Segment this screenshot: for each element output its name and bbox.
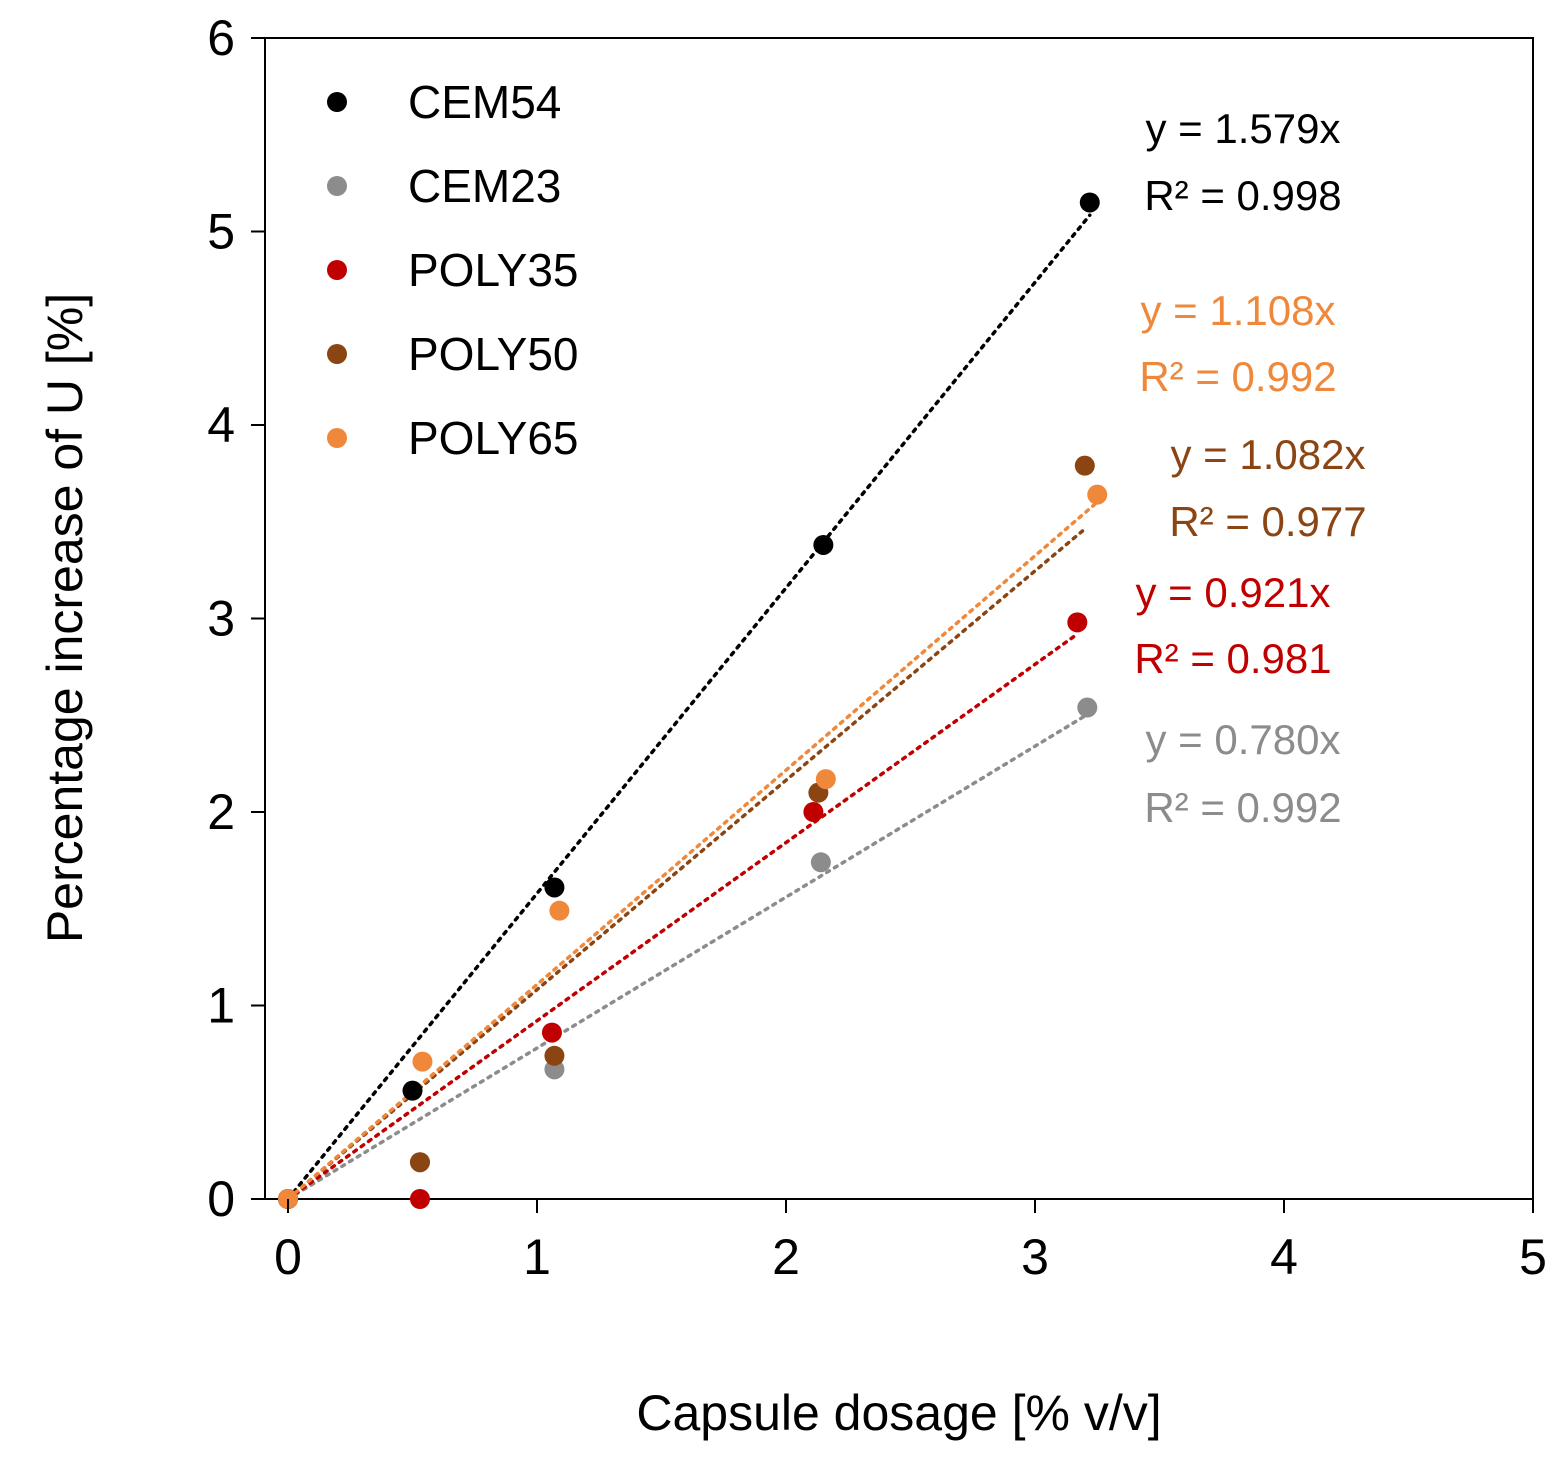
trendlines: [286, 213, 1099, 1201]
x-tick-label: 2: [772, 1229, 800, 1285]
data-point-poly35: [409, 1189, 430, 1209]
data-point-poly50: [1074, 455, 1095, 476]
data-point-poly50: [409, 1152, 430, 1173]
legend-label-poly50: POLY50: [408, 328, 578, 380]
y-tick-label: 2: [207, 784, 235, 840]
legend-label-cem23: CEM23: [408, 160, 561, 212]
x-tick-label: 0: [274, 1229, 302, 1285]
legend-marker-poly35: [327, 260, 347, 280]
y-tick-label: 1: [207, 978, 235, 1034]
trendline-equations: y = 1.579x R² = 0.998 y = 0.780x R² = 0.992…: [1134, 105, 1366, 831]
data-point-cem54: [402, 1080, 423, 1101]
trendline-poly65: [286, 500, 1099, 1201]
legend-label-poly35: POLY35: [408, 244, 578, 296]
y-tick-label: 6: [207, 10, 235, 66]
y-tick-label: 5: [207, 204, 235, 260]
y-axis-title: Percentage increase of U [%]: [37, 293, 93, 943]
trendline-cem23: [286, 712, 1090, 1201]
r-squared-cem54: R² = 0.998: [1144, 172, 1341, 219]
data-point-cem23: [810, 852, 831, 873]
legend-marker-poly65: [327, 428, 347, 448]
data-point-cem54: [813, 534, 834, 555]
data-point-poly35: [541, 1022, 562, 1043]
data-point-poly65: [1087, 484, 1108, 505]
legend-label-cem54: CEM54: [408, 76, 561, 128]
data-point-poly35: [803, 802, 824, 822]
equation-cem23: y = 0.780x: [1146, 716, 1341, 763]
equation-poly65: y = 1.108x: [1141, 287, 1336, 334]
trendline-poly35: [286, 632, 1080, 1201]
y-tick-label: 4: [207, 397, 235, 453]
trendline-cem54: [286, 213, 1092, 1201]
data-point-cem54: [1079, 192, 1100, 213]
data-point-poly50: [544, 1045, 565, 1066]
x-tick-label: 1: [523, 1229, 551, 1285]
data-point-poly35: [1067, 612, 1088, 633]
data-point-cem54: [544, 877, 565, 898]
legend-marker-poly50: [327, 344, 347, 364]
data-point-poly65: [412, 1051, 433, 1072]
axis-ticks: 0 1 2 3 4 5 0 1 2 3 4 5 6: [207, 10, 1547, 1285]
x-axis-title: Capsule dosage [% v/v]: [636, 1385, 1161, 1441]
x-tick-label: 5: [1519, 1229, 1547, 1285]
x-tick-label: 3: [1021, 1229, 1049, 1285]
r-squared-poly50: R² = 0.977: [1169, 498, 1366, 545]
r-squared-poly35: R² = 0.981: [1134, 635, 1331, 682]
data-point-poly65: [549, 900, 570, 921]
r-squared-cem23: R² = 0.992: [1144, 784, 1341, 831]
data-point-cem23: [1077, 697, 1098, 718]
plot-frame: [264, 37, 1534, 1200]
equation-poly50: y = 1.082x: [1171, 431, 1366, 478]
y-tick-label: 3: [207, 591, 235, 647]
legend-marker-cem54: [327, 92, 347, 112]
x-tick-label: 4: [1270, 1229, 1298, 1285]
legend-label-poly65: POLY65: [408, 412, 578, 464]
legend: CEM54 CEM23 POLY35 POLY50 POLY65: [327, 76, 578, 464]
r-squared-poly65: R² = 0.992: [1139, 353, 1336, 400]
legend-marker-cem23: [327, 176, 347, 196]
y-tick-label: 0: [207, 1171, 235, 1227]
equation-cem54: y = 1.579x: [1146, 105, 1341, 152]
data-point-poly65: [815, 769, 836, 790]
equation-poly35: y = 0.921x: [1136, 569, 1331, 616]
